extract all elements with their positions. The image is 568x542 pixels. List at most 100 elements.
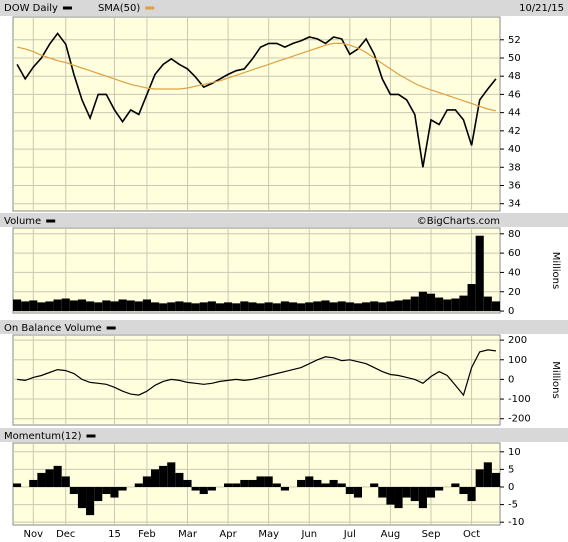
bar (86, 486, 95, 516)
bar (272, 303, 281, 312)
bar (459, 295, 468, 312)
bar (256, 476, 265, 487)
bar (435, 297, 444, 312)
bar (175, 301, 184, 312)
bar (94, 486, 103, 502)
series-line (16, 42, 497, 112)
y-tick-label: 44 (508, 108, 521, 119)
bar (175, 472, 184, 487)
bar (118, 486, 127, 491)
y-tick-label: 0 (508, 306, 514, 317)
bar (69, 300, 78, 312)
panel-header (0, 213, 568, 227)
series-line (16, 32, 497, 168)
bar (280, 486, 289, 491)
bar (45, 469, 54, 487)
bar (345, 486, 354, 495)
y-axis-label: Millions (550, 252, 561, 289)
x-tick-label: Apr (219, 529, 237, 540)
bar (232, 483, 241, 487)
y-tick-label: 52 (508, 35, 521, 46)
bar (475, 235, 484, 312)
bar (53, 465, 62, 487)
bar (313, 479, 322, 487)
x-tick-label: Feb (138, 529, 156, 540)
bar (134, 483, 143, 487)
x-tick-label: Nov (24, 529, 44, 540)
x-tick-label: Mar (178, 529, 198, 540)
bar (191, 486, 200, 491)
bar (61, 298, 70, 312)
bar (410, 486, 419, 502)
bar (402, 299, 411, 312)
bar (475, 469, 484, 487)
x-tick-label: Jul (343, 529, 356, 540)
bar (248, 479, 257, 487)
bar (491, 301, 500, 312)
series-line (17, 349, 496, 397)
bar (86, 301, 95, 312)
bar (232, 303, 241, 312)
bar (102, 300, 111, 312)
bar (451, 298, 460, 312)
bar (353, 486, 363, 498)
y-tick-label: 46 (508, 89, 521, 100)
y-tick-label: 20 (508, 287, 521, 298)
bar (459, 486, 468, 495)
x-tick-label: Sep (422, 529, 441, 540)
bar (426, 486, 436, 498)
bar (370, 301, 379, 312)
legend-label: SMA(50) (98, 3, 140, 14)
bar (329, 479, 338, 487)
y-tick-label: 5 (508, 464, 514, 475)
bar (69, 486, 78, 495)
x-tick-label: 15 (108, 529, 121, 540)
bar (110, 301, 119, 312)
bar (13, 483, 22, 487)
bar (142, 299, 151, 312)
bar (183, 302, 192, 312)
bar (378, 302, 387, 312)
bar (159, 303, 168, 312)
bar (118, 299, 127, 312)
bar (305, 476, 314, 487)
bar (321, 300, 330, 312)
y-tick-label: 40 (508, 267, 521, 278)
bar (45, 301, 54, 312)
bar (207, 486, 216, 491)
y-tick-label: 80 (508, 229, 521, 240)
bar (337, 483, 346, 487)
x-tick-label: Aug (381, 529, 401, 540)
bar (224, 302, 233, 312)
bar (150, 469, 160, 487)
bar (240, 479, 249, 487)
bar (402, 486, 411, 498)
y-tick-label: 34 (508, 199, 521, 210)
bar (418, 486, 427, 509)
bar (134, 301, 143, 312)
y-tick-label: -10 (508, 517, 524, 528)
bar (297, 303, 306, 312)
bar (264, 302, 273, 312)
bar (150, 302, 160, 312)
bar (329, 302, 338, 312)
bar (394, 486, 403, 509)
bar (280, 301, 289, 312)
bar (126, 300, 135, 312)
bar (297, 479, 306, 487)
bar (386, 301, 395, 312)
bar (37, 302, 46, 312)
bar (61, 476, 70, 487)
panel-header (0, 320, 568, 334)
bar (224, 483, 233, 487)
bar (362, 302, 371, 312)
y-tick-label: 50 (508, 53, 521, 64)
credit-label: ©BigCharts.com (417, 216, 500, 227)
bar (77, 299, 87, 312)
bar (272, 483, 281, 487)
plot-area (12, 16, 501, 212)
bar (345, 302, 354, 312)
bar (483, 462, 492, 487)
bar (264, 476, 273, 487)
y-tick-label: 0 (508, 482, 514, 493)
